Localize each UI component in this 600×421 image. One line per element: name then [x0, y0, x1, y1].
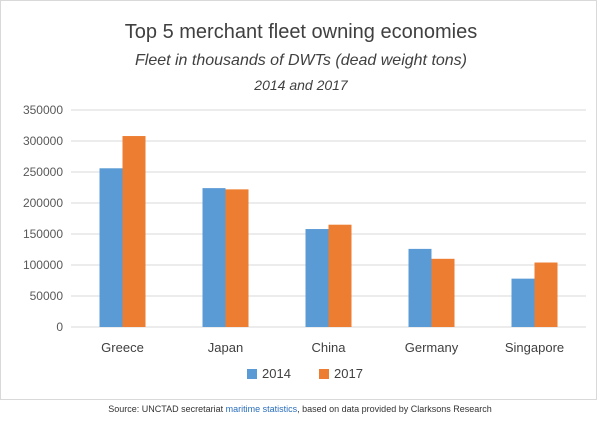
- bar-2017-japan: [225, 189, 249, 327]
- y-tick-label: 200000: [23, 196, 63, 210]
- x-axis: Greece Japan China Germany Singapore: [101, 340, 564, 355]
- y-tick-label: 350000: [23, 103, 63, 117]
- legend-swatch: [247, 369, 257, 379]
- y-axis: 0 50000 100000 150000 200000 250000 300000 3500…: [23, 103, 63, 334]
- bar-2014-greece: [99, 168, 123, 327]
- bar-2017-greece: [122, 136, 146, 327]
- source-suffix: , based on data provided by Clarksons Re…: [297, 404, 492, 414]
- bar-2014-china: [305, 229, 329, 327]
- legend-label: 2017: [334, 366, 363, 381]
- chart-frame: Top 5 merchant fleet owning economies Fl…: [0, 0, 597, 400]
- y-tick-label: 150000: [23, 227, 63, 241]
- legend-swatch: [319, 369, 329, 379]
- source-prefix: Source: UNCTAD secretariat: [108, 404, 226, 414]
- y-tick-label: 50000: [30, 289, 64, 303]
- y-tick-label: 250000: [23, 165, 63, 179]
- bar-2017-germany: [431, 258, 455, 327]
- bar-2014-singapore: [511, 278, 535, 327]
- y-tick-label: 300000: [23, 134, 63, 148]
- legend-label: 2014: [262, 366, 291, 381]
- x-tick-label: China: [312, 340, 347, 355]
- x-tick-label: Germany: [405, 340, 459, 355]
- y-tick-label: 100000: [23, 258, 63, 272]
- x-tick-label: Greece: [101, 340, 144, 355]
- chart-subtitle-years: 2014 and 2017: [253, 77, 349, 93]
- x-tick-label: Japan: [208, 340, 243, 355]
- chart-title: Top 5 merchant fleet owning economies: [125, 21, 477, 43]
- chart: Top 5 merchant fleet owning economies Fl…: [23, 21, 586, 381]
- source-note: Source: UNCTAD secretariat maritime stat…: [0, 404, 600, 414]
- bars: [99, 136, 558, 327]
- legend: 2014 2017: [247, 366, 363, 381]
- bar-2017-singapore: [534, 262, 558, 327]
- bar-2014-japan: [202, 188, 226, 327]
- y-tick-label: 0: [56, 320, 63, 334]
- bar-2014-germany: [408, 248, 432, 327]
- x-tick-label: Singapore: [505, 340, 564, 355]
- source-link[interactable]: maritime statistics: [225, 404, 298, 414]
- bar-2017-china: [328, 224, 352, 327]
- chart-subtitle: Fleet in thousands of DWTs (dead weight …: [135, 52, 467, 69]
